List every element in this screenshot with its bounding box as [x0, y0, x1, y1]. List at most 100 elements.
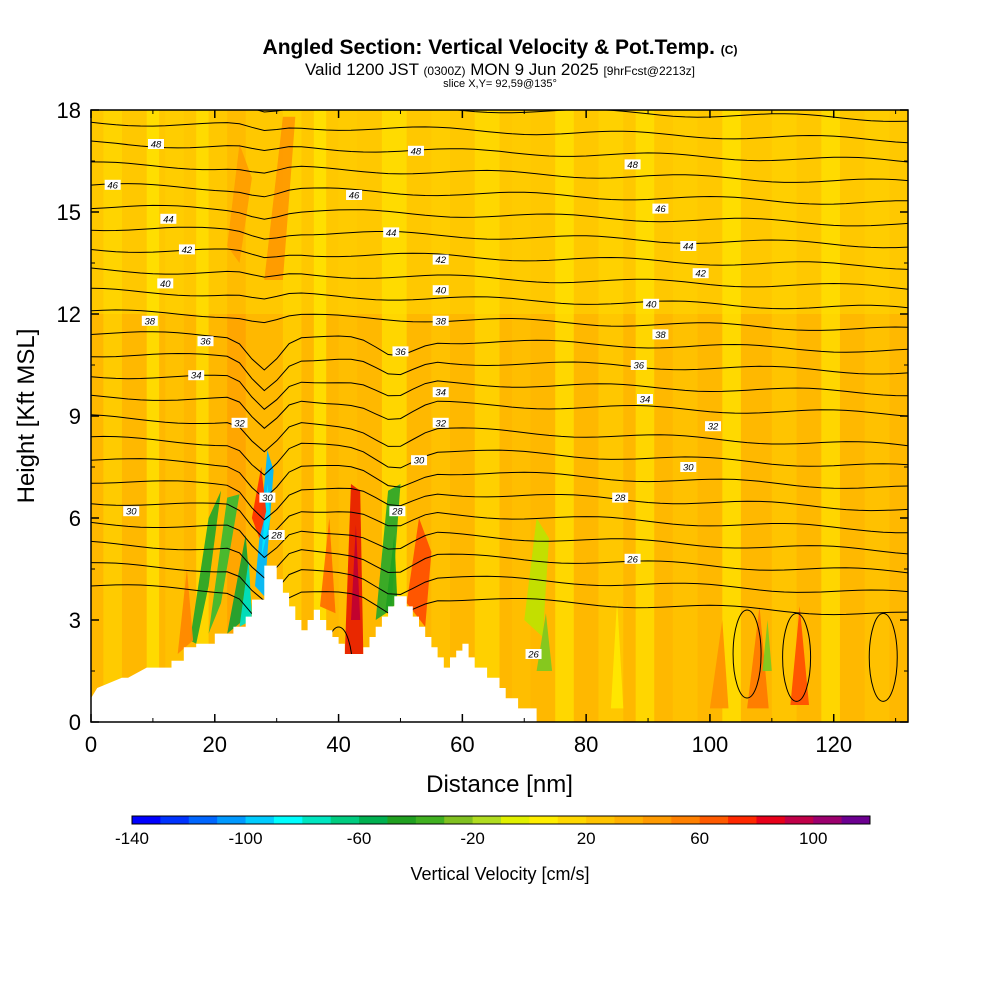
svg-text:30: 30	[126, 507, 137, 518]
colorbar-swatch	[330, 816, 360, 824]
colorbar-swatch	[614, 816, 644, 824]
colorbar-swatch	[217, 816, 247, 824]
colorbar-swatch	[784, 816, 814, 824]
contour-label: 42	[432, 254, 449, 266]
contour-label: 44	[383, 227, 400, 239]
contour-label: 46	[104, 179, 121, 191]
contour-label: 32	[705, 421, 722, 433]
contour-label: 32	[231, 417, 248, 429]
colorbar-tick-label: 60	[690, 829, 709, 848]
colorbar-tick-label: -60	[347, 829, 372, 848]
svg-text:42: 42	[435, 255, 446, 266]
colorbar-swatch	[132, 816, 161, 824]
contour-label: 48	[147, 139, 164, 151]
colorbar-swatch	[699, 816, 729, 824]
colorbar-swatch	[302, 816, 332, 824]
svg-text:40: 40	[435, 286, 446, 297]
svg-text:44: 44	[163, 214, 174, 225]
svg-text:30: 30	[262, 493, 273, 504]
colorbar-swatch	[671, 816, 701, 824]
colorbar-swatch	[160, 816, 190, 824]
y-axis-label: Height [Kft MSL]	[13, 329, 40, 504]
contour-label: 46	[346, 190, 363, 202]
contour-label: 30	[680, 462, 697, 474]
x-tick-label: 20	[203, 732, 227, 757]
y-tick-label: 15	[57, 200, 81, 225]
colorbar-label: Vertical Velocity [cm/s]	[410, 864, 589, 884]
contour-label: 42	[692, 268, 709, 280]
colorbar-swatch	[501, 816, 530, 824]
contour-label: 46	[652, 203, 669, 215]
colorbar-swatch	[415, 816, 445, 824]
colorbar-swatch	[273, 816, 303, 824]
colorbar-swatch	[813, 816, 843, 824]
contour-label: 40	[432, 285, 449, 297]
colorbar-swatch	[557, 816, 587, 824]
colorbar-tick-label: -20	[460, 829, 485, 848]
colorbar-tick-label: 20	[577, 829, 596, 848]
contour-label: 44	[680, 241, 697, 253]
svg-text:44: 44	[386, 228, 397, 239]
contour-label: 36	[392, 346, 409, 358]
colorbar-swatch	[586, 816, 616, 824]
contour-label: 44	[160, 213, 177, 225]
terrain-profile	[91, 565, 537, 722]
contour-label: 28	[268, 530, 285, 542]
colorbar-tick-label: 100	[799, 829, 827, 848]
valid-zulu: (0300Z)	[423, 64, 466, 78]
contour-label: 42	[178, 244, 195, 256]
svg-text:28: 28	[270, 531, 282, 542]
x-tick-label: 0	[85, 732, 97, 757]
svg-text:26: 26	[626, 554, 638, 565]
colorbar-swatch	[359, 816, 388, 824]
contour-label: 30	[411, 455, 428, 467]
valid-prefix: Valid 1200 JST	[304, 60, 419, 79]
svg-text:34: 34	[191, 371, 202, 382]
contour-labels: 48 48 48 46 46 46 44 44 44 42 42 42 40 40 40 38 38 38 36 36…	[104, 139, 722, 661]
svg-text:36: 36	[633, 361, 644, 372]
x-tick-label: 80	[574, 732, 598, 757]
colorbar-swatch	[728, 816, 757, 824]
contour-label: 26	[624, 553, 641, 565]
svg-text:44: 44	[683, 242, 694, 253]
y-tick-label: 3	[69, 608, 81, 633]
colorbar-swatch	[642, 816, 672, 824]
contour-label: 48	[624, 159, 641, 171]
colorbar-swatch	[756, 816, 786, 824]
contour-label: 40	[643, 298, 660, 310]
contour-label: 26	[525, 649, 542, 661]
y-tick-label: 0	[69, 710, 81, 735]
svg-text:30: 30	[683, 463, 694, 474]
colorbar: -140 -100 -60 -20 20 60 100 Vertical Velocity […	[115, 815, 871, 884]
chart-title-text: Angled Section: Vertical Velocity & Pot.…	[262, 36, 715, 59]
svg-text:28: 28	[391, 507, 403, 518]
x-tick-label: 40	[326, 732, 350, 757]
svg-text:48: 48	[411, 146, 422, 157]
slice-info: slice X,Y= 92,59@135°	[443, 78, 557, 90]
x-axis-label: Distance [nm]	[426, 771, 573, 798]
y-tick-label: 6	[69, 506, 81, 531]
valid-time: Valid 1200 JST (0300Z) MON 9 Jun 2025 [9…	[0, 60, 1000, 80]
x-tick-label: 60	[450, 732, 474, 757]
svg-text:38: 38	[145, 316, 156, 327]
contour-lines	[91, 110, 908, 716]
svg-text:34: 34	[435, 388, 446, 399]
colorbar-tick-label: -140	[115, 829, 149, 848]
valid-forecast: [9hrFcst@2213z]	[603, 64, 696, 78]
contour-label: 38	[432, 315, 449, 327]
contour-label: 34	[636, 394, 653, 406]
svg-text:46: 46	[349, 191, 360, 202]
svg-text:40: 40	[160, 279, 171, 290]
svg-text:32: 32	[435, 418, 446, 429]
svg-text:38: 38	[435, 316, 446, 327]
chart-title: Angled Section: Vertical Velocity & Pot.…	[0, 36, 1000, 60]
colorbar-swatch	[529, 816, 559, 824]
colorbar-swatch	[245, 816, 275, 824]
svg-text:46: 46	[107, 180, 118, 191]
svg-text:48: 48	[151, 140, 162, 151]
svg-text:32: 32	[708, 422, 719, 433]
y-tick-label: 12	[57, 302, 81, 327]
